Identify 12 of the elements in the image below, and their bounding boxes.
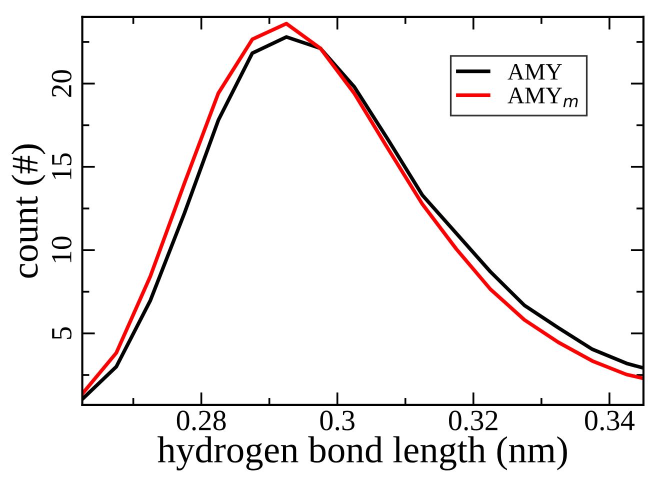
y-tick-label: 15 [52, 153, 72, 179]
x-tick-label: 0.28 [176, 410, 226, 430]
y-axis-title: count (#) [11, 144, 46, 278]
x-tick-label: 0.34 [585, 410, 635, 430]
legend-label: AMY$_{m}$ [508, 88, 578, 108]
y-tick-label: 20 [52, 70, 72, 97]
legend-label: AMY [508, 64, 562, 80]
y-tick-label: 10 [52, 236, 72, 262]
y-tick-label: 5 [52, 327, 72, 339]
x-tick-label: 0.3 [320, 410, 354, 430]
x-axis-title: hydrogen bond length (nm) [158, 436, 567, 470]
x-tick-label: 0.32 [449, 410, 498, 430]
